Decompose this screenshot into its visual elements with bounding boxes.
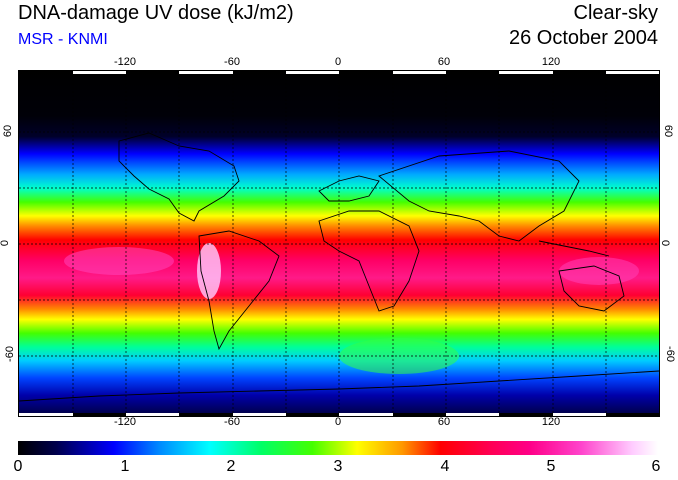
lat-tick-left: -60	[3, 346, 16, 362]
frame-ticks	[19, 71, 659, 416]
andes-high-dose	[197, 243, 221, 299]
colorbar-label: 0	[13, 458, 23, 475]
australia-high-dose	[559, 257, 639, 285]
lon-tick-bottom: 0	[334, 416, 342, 428]
lat-tick-left: 0	[0, 239, 12, 247]
graticule	[19, 71, 659, 416]
lat-tick-right: 60	[662, 124, 675, 138]
colorbar-label: 1	[120, 458, 130, 475]
uv-dose-map	[18, 70, 660, 417]
lon-tick-bottom: -60	[224, 416, 240, 428]
map-title: DNA-damage UV dose (kJ/m2)	[18, 2, 294, 24]
lon-tick-top: -120	[113, 56, 137, 68]
lon-tick-bottom: -120	[113, 416, 137, 428]
map-date: 26 October 2004	[509, 27, 658, 49]
map-subtitle: MSR - KNMI	[18, 31, 108, 48]
lat-tick-right: 0	[659, 239, 672, 247]
lat-tick-right: -60	[663, 346, 676, 362]
lon-tick-top: 0	[334, 56, 342, 68]
color-scale-bar	[18, 441, 658, 455]
map-canvas	[19, 71, 659, 416]
lon-tick-top: 60	[437, 56, 451, 68]
colorbar-label: 4	[440, 458, 450, 475]
colorbar-label: 2	[226, 458, 236, 475]
sky-condition-label: Clear-sky	[573, 2, 658, 24]
lon-tick-bottom: 60	[437, 416, 451, 428]
pacific-high-dose	[64, 247, 174, 275]
lat-tick-left: 60	[2, 124, 15, 138]
lon-tick-bottom: 120	[541, 416, 561, 428]
colorbar-label: 5	[546, 458, 556, 475]
lon-tick-top: 120	[541, 56, 561, 68]
colorbar-label: 6	[651, 458, 661, 475]
colorbar-label: 3	[333, 458, 343, 475]
lon-tick-top: -60	[224, 56, 240, 68]
